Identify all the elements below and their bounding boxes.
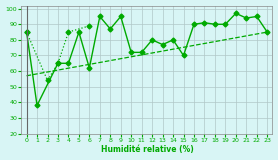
X-axis label: Humidité relative (%): Humidité relative (%) <box>101 145 193 154</box>
